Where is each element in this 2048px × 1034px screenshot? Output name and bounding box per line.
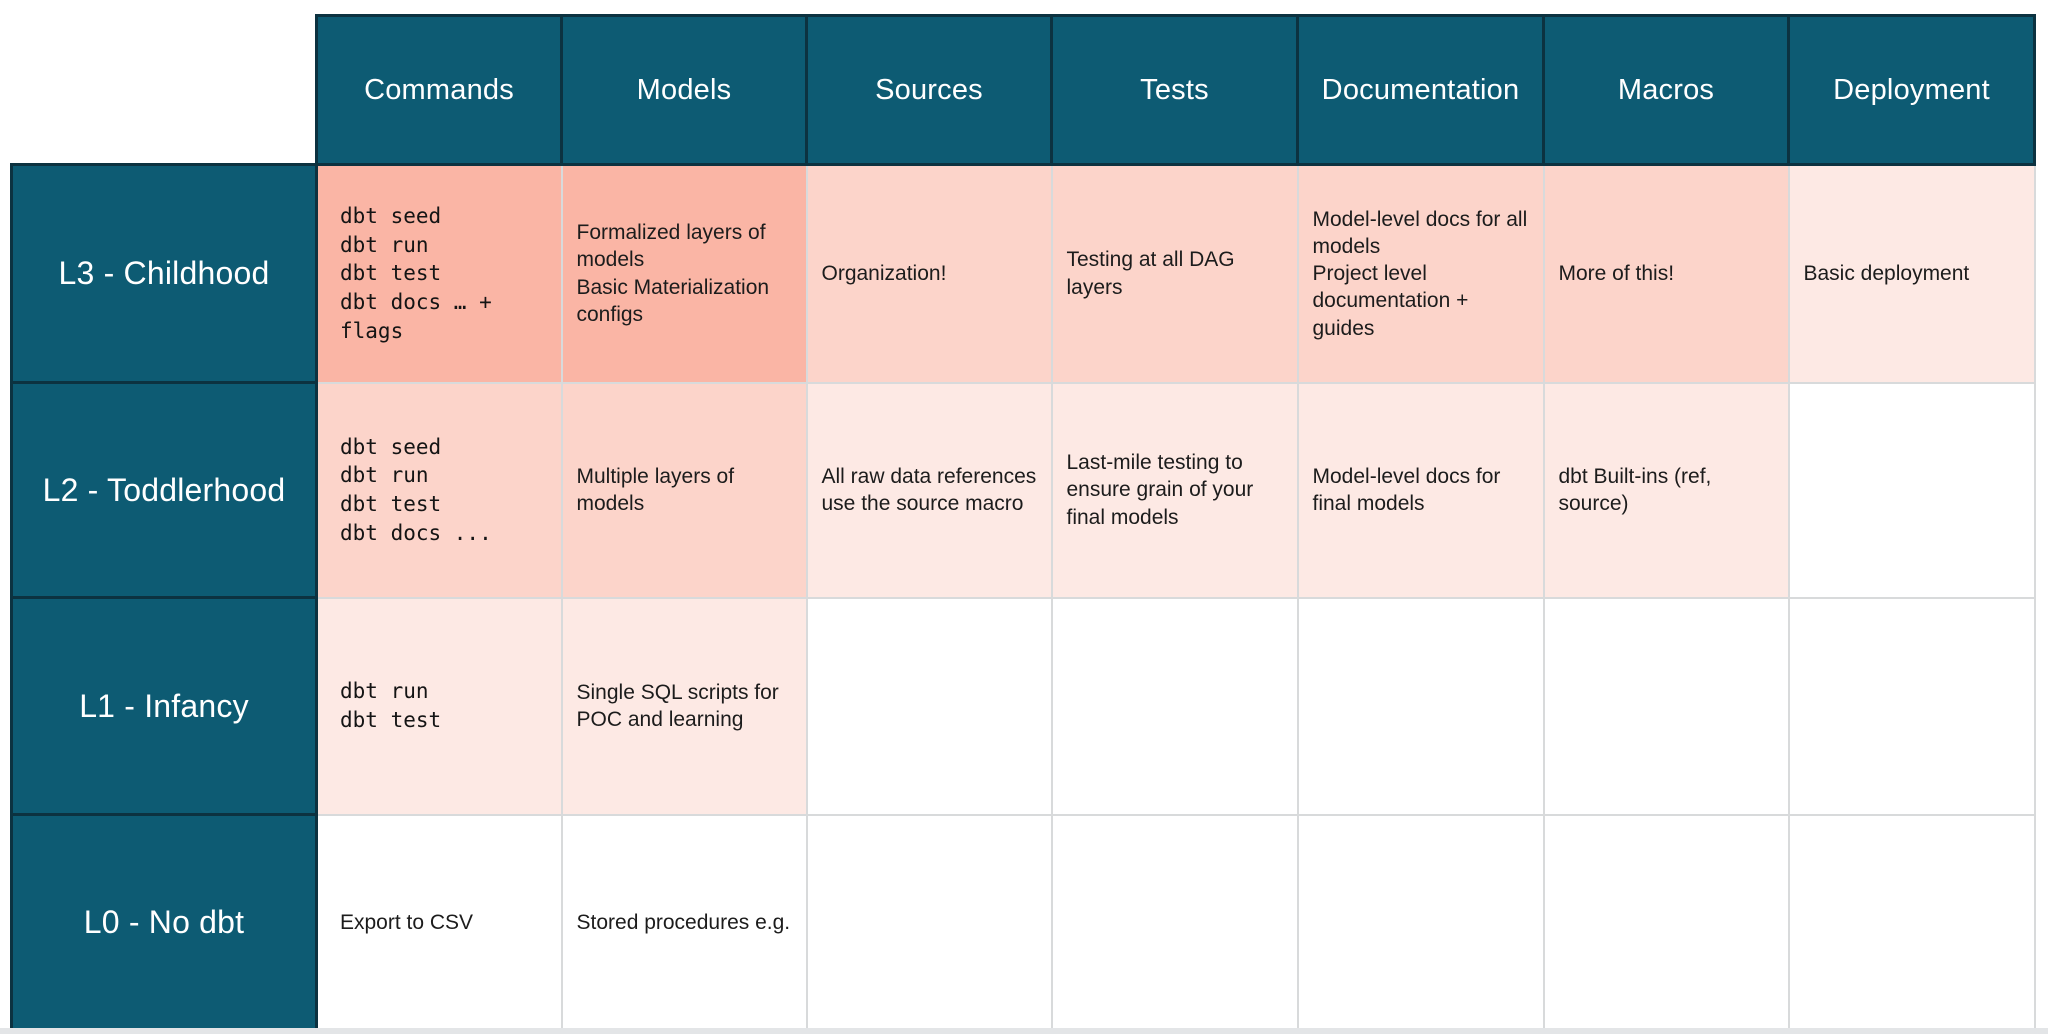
bottom-strip xyxy=(0,1028,2048,1034)
table-row-l0-no-dbt: L0 - No dbt Export to CSV Stored procedure… xyxy=(10,813,2036,1032)
cell-l3-models: Formalized layers of models Basic Materi… xyxy=(560,163,808,384)
cell-l1-macros xyxy=(1542,596,1790,816)
cell-l0-macros xyxy=(1542,813,1790,1032)
cell-l0-commands: Export to CSV xyxy=(315,813,563,1032)
row-header-l3-childhood: L3 - Childhood xyxy=(10,163,318,384)
header-row: Commands Models Sources Tests Documentation M… xyxy=(11,14,2036,166)
table-row-l3-childhood: L3 - Childhood dbt seed dbt run dbt test … xyxy=(10,163,2036,384)
row-header-l2-toddlerhood: L2 - Toddlerhood xyxy=(10,381,318,599)
cell-l2-commands: dbt seed dbt run dbt test dbt docs ... xyxy=(315,381,563,599)
column-header-documentation: Documentation xyxy=(1296,14,1545,166)
cell-l0-deployment xyxy=(1787,813,2036,1032)
cell-l2-sources: All raw data references use the source m… xyxy=(805,381,1053,599)
column-header-models: Models xyxy=(560,14,808,166)
dbt-maturity-table: Commands Models Sources Tests Documentation M… xyxy=(10,14,2036,1032)
cell-l1-deployment xyxy=(1787,596,2036,816)
cell-l2-models: Multiple layers of models xyxy=(560,381,808,599)
cell-l3-deployment: Basic deployment xyxy=(1787,163,2036,384)
column-header-deployment: Deployment xyxy=(1787,14,2036,166)
cell-l2-documentation: Model-level docs for final models xyxy=(1296,381,1545,599)
table-row-l1-infancy: L1 - Infancy dbt run dbt test Single SQL s… xyxy=(10,596,2036,816)
cell-l1-models: Single SQL scripts for POC and learning xyxy=(560,596,808,816)
cell-l3-documentation: Model-level docs for all models Project … xyxy=(1296,163,1545,384)
cell-l1-commands: dbt run dbt test xyxy=(315,596,563,816)
column-header-macros: Macros xyxy=(1542,14,1790,166)
cell-l2-tests: Last-mile testing to ensure grain of you… xyxy=(1050,381,1299,599)
column-header-sources: Sources xyxy=(805,14,1053,166)
cell-l2-deployment xyxy=(1787,381,2036,599)
cell-l0-tests xyxy=(1050,813,1299,1032)
cell-l0-sources xyxy=(805,813,1053,1032)
cell-l3-macros: More of this! xyxy=(1542,163,1790,384)
table-header: Commands Models Sources Tests Documentation M… xyxy=(11,14,2036,166)
cell-l1-sources xyxy=(805,596,1053,816)
column-header-tests: Tests xyxy=(1050,14,1299,166)
corner-cell xyxy=(11,15,317,165)
row-header-l0-no-dbt: L0 - No dbt xyxy=(10,813,318,1032)
column-header-commands: Commands xyxy=(315,14,563,166)
row-header-l1-infancy: L1 - Infancy xyxy=(10,596,318,816)
cell-l1-documentation xyxy=(1296,596,1545,816)
cell-l0-documentation xyxy=(1296,813,1545,1032)
cell-l3-sources: Organization! xyxy=(805,163,1053,384)
cell-l1-tests xyxy=(1050,596,1299,816)
cell-l3-commands: dbt seed dbt run dbt test dbt docs … + f… xyxy=(315,163,563,384)
table-body: L3 - Childhood dbt seed dbt run dbt test … xyxy=(10,163,2036,1032)
cell-l2-macros: dbt Built-ins (ref, source) xyxy=(1542,381,1790,599)
cell-l3-tests: Testing at all DAG layers xyxy=(1050,163,1299,384)
cell-l0-models: Stored procedures e.g. xyxy=(560,813,808,1032)
table-row-l2-toddlerhood: L2 - Toddlerhood dbt seed dbt run dbt tes… xyxy=(10,381,2036,599)
